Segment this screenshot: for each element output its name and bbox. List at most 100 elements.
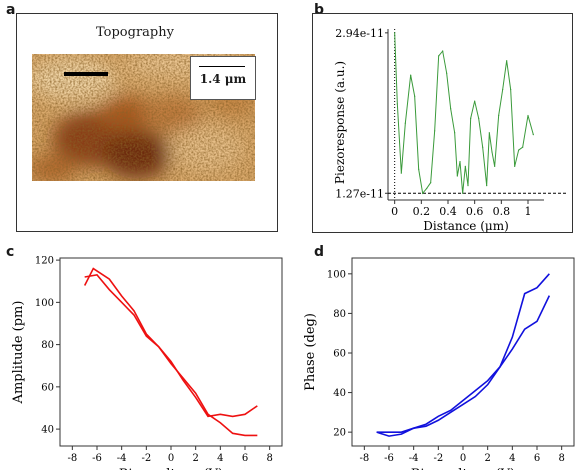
data-point (418, 168, 420, 170)
y-axis-label: Piezoresponse (a.u.) (333, 61, 347, 184)
scale-legend: 1.4 μm (190, 56, 256, 100)
chart-c-amplitude: -8 -6 -4 -2 0 2 4 6 8 40 60 80 100 120 Bias voltage (V… (11, 256, 283, 470)
data-point (396, 103, 398, 105)
data-point (491, 151, 493, 153)
x-tick-label: 6 (242, 453, 248, 464)
data-point (494, 165, 496, 167)
data-point (410, 74, 412, 76)
y-tick-label: 2.94e-11 (335, 27, 384, 40)
data-point (454, 132, 456, 134)
y-tick-label: 120 (35, 256, 54, 267)
data-point (510, 88, 512, 91)
x-tick-label: 4 (509, 453, 515, 464)
data-point (470, 117, 472, 119)
data-point (522, 146, 524, 148)
y-tick-label: 20 (333, 428, 346, 439)
panel-label-d: d (314, 244, 325, 260)
x-tick-label: -8 (359, 453, 369, 464)
x-tick-label: 2 (484, 453, 490, 464)
data-point (459, 160, 461, 163)
data-point (462, 192, 464, 194)
data-point (400, 172, 402, 174)
data-point (394, 32, 396, 34)
data-point (482, 146, 484, 148)
series-line-forward (376, 273, 550, 437)
data-point (414, 95, 416, 97)
data-point (532, 134, 534, 136)
x-axis-label: Distance (μm) (423, 219, 509, 233)
x-tick-label: -6 (384, 453, 394, 464)
x-axis-label: Bias voltage (V) (411, 467, 515, 470)
series-line (394, 32, 534, 195)
data-point (464, 165, 466, 167)
y-tick-label: 100 (35, 298, 54, 309)
y-tick-label: 80 (333, 309, 346, 320)
data-point (514, 165, 516, 167)
x-tick-label: 2 (192, 453, 198, 464)
x-tick-label: 8 (558, 453, 564, 464)
y-tick-label: 1.27e-11 (335, 187, 384, 200)
plot-area (59, 257, 283, 447)
x-tick-label: -6 (92, 453, 102, 464)
y-tick-label: 100 (327, 269, 346, 280)
data-point (498, 114, 500, 117)
x-axis-label: Bias voltage (V) (119, 467, 223, 470)
y-tick-label: 40 (333, 388, 346, 399)
data-point (474, 100, 476, 102)
scale-bar (64, 72, 108, 76)
data-point (478, 117, 480, 119)
y-axis-label: Amplitude (pm) (11, 301, 26, 405)
data-point (404, 122, 406, 124)
x-tick-label: -4 (117, 453, 127, 464)
x-tick-label: 0.4 (439, 205, 457, 218)
y-axis-label: Phase (deg) (303, 313, 318, 391)
x-tick-label: 0 (168, 453, 174, 464)
scale-legend-line (199, 66, 245, 67)
data-point (506, 60, 508, 62)
data-point (446, 72, 448, 74)
data-point (422, 192, 424, 194)
data-point (488, 132, 490, 134)
y-tick-label: 80 (41, 340, 54, 351)
x-tick-label: 0.2 (413, 205, 431, 218)
data-point (527, 114, 529, 117)
y-tick-label: 60 (41, 382, 54, 393)
x-tick-label: 0.6 (466, 205, 484, 218)
data-point (486, 184, 488, 187)
topography-title: Topography (96, 25, 174, 40)
panel-label-a: a (6, 2, 16, 18)
data-point (434, 130, 436, 132)
x-tick-label: 0.8 (493, 205, 511, 218)
data-point (456, 175, 458, 177)
data-point (430, 182, 432, 184)
data-point (450, 108, 452, 110)
series-line-forward (83, 267, 258, 437)
panel-label-b: b (314, 2, 325, 18)
x-tick-label: -2 (433, 453, 443, 464)
chart-d-phase: -8 -6 -4 -2 0 2 4 6 8 20 40 60 80 100 Bias voltage (V)… (303, 257, 575, 470)
chart-b-piezoresponse: 0 0.2 0.4 0.6 0.8 1 2.94e-11 1.27e-11 Distance (… (333, 27, 568, 233)
x-tick-label: -4 (409, 453, 419, 464)
x-tick-label: -8 (67, 453, 77, 464)
x-tick-label: 4 (217, 453, 223, 464)
data-point (518, 149, 520, 151)
y-tick-label: 60 (333, 348, 346, 359)
x-tick-label: -2 (141, 453, 151, 464)
x-tick-label: 0 (391, 205, 398, 218)
data-point (438, 55, 440, 57)
plot-area (351, 257, 575, 447)
x-tick-label: 8 (266, 453, 272, 464)
panel-label-c: c (6, 244, 15, 260)
x-tick-label: 1 (525, 205, 532, 218)
x-tick-label: 6 (534, 453, 540, 464)
series-line-reverse (376, 295, 551, 433)
data-point (467, 184, 469, 187)
chart-b-frame (312, 13, 573, 233)
data-point (442, 50, 444, 52)
y-tick-label: 40 (41, 425, 54, 436)
x-tick-label: 0 (460, 453, 466, 464)
series-line-reverse (84, 274, 258, 418)
scale-label: 1.4 μm (199, 72, 247, 86)
data-point (502, 88, 504, 91)
data-point (426, 187, 428, 190)
